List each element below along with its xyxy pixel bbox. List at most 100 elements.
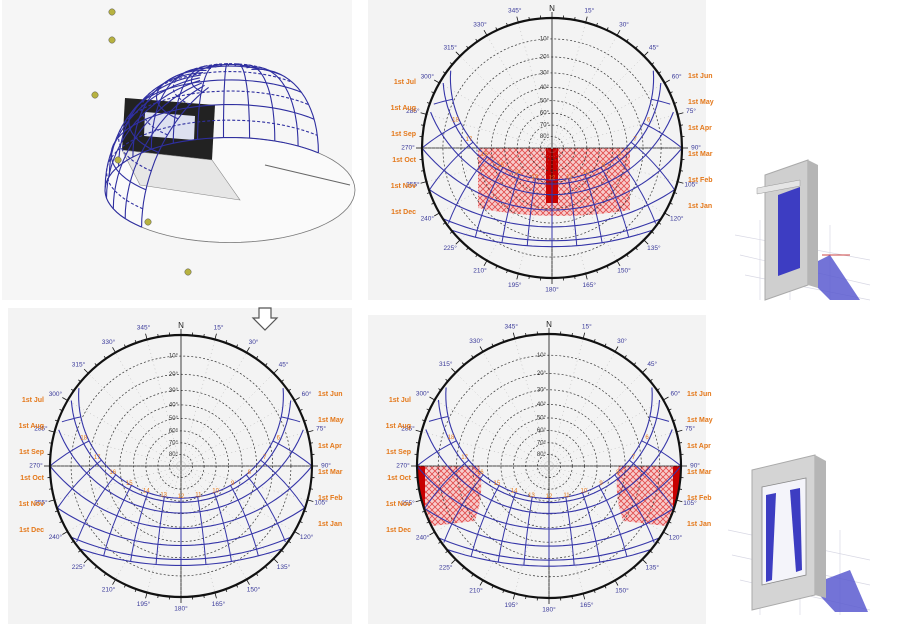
- hour-label: 17: [94, 455, 101, 461]
- azimuth-label: 75°: [686, 107, 696, 115]
- hour-label: 13: [528, 493, 535, 499]
- hour-label: 10: [581, 489, 588, 495]
- azimuth-label: 15°: [214, 324, 224, 332]
- altitude-label: 10°: [537, 353, 547, 359]
- azimuth-label: 195°: [137, 600, 151, 608]
- azimuth-label: 60°: [671, 390, 681, 398]
- horizon-tick: [310, 443, 313, 444]
- horizon-tick: [416, 489, 419, 490]
- hour-label: 16: [481, 152, 488, 158]
- azimuth-label: 330°: [469, 337, 483, 345]
- month-label: 1st May: [318, 417, 344, 424]
- azimuth-label: 75°: [316, 425, 326, 433]
- azimuth-label: 210°: [469, 586, 483, 594]
- altitude-label: 20°: [537, 371, 547, 377]
- month-label: 1st Nov: [391, 183, 416, 190]
- hour-label: 12: [546, 494, 553, 500]
- sun-marker: [92, 92, 98, 98]
- horizon-tick: [529, 276, 530, 279]
- month-label: 1st Apr: [687, 443, 711, 450]
- azimuth-label: 300°: [421, 73, 435, 81]
- horizon-tick: [49, 443, 52, 444]
- altitude-label: 60°: [540, 111, 550, 117]
- horizon-tick: [680, 125, 683, 126]
- month-label: 1st Oct: [387, 475, 411, 482]
- month-label: 1st Aug: [391, 105, 416, 112]
- azimuth-label: 300°: [49, 390, 63, 398]
- azimuth-label: 195°: [508, 281, 522, 289]
- azimuth-label: 150°: [615, 586, 629, 594]
- altitude-label: 80°: [537, 452, 547, 458]
- month-label: 1st Sep: [386, 449, 411, 456]
- altitude-label: 20°: [169, 372, 179, 378]
- azimuth-label: 30°: [249, 338, 259, 346]
- azimuth-label: 45°: [647, 360, 657, 368]
- azimuth-label: 315°: [439, 360, 453, 368]
- azimuth-label: 270°: [29, 462, 43, 470]
- window-model-top: [735, 160, 870, 300]
- sun-marker: [109, 37, 115, 43]
- azimuth-label: 75°: [685, 424, 695, 432]
- hour-label: 13: [160, 493, 167, 499]
- azimuth-label: 180°: [174, 605, 188, 613]
- month-label: 1st Dec: [19, 527, 44, 534]
- azimuth-label: 135°: [277, 563, 291, 571]
- azimuth-label: 60°: [672, 73, 682, 81]
- azimuth-label: 330°: [102, 338, 116, 346]
- altitude-label: 70°: [169, 440, 179, 446]
- horizon-tick: [679, 489, 682, 490]
- month-label: 1st Dec: [386, 527, 411, 534]
- azimuth-label: 15°: [582, 323, 592, 331]
- horizon-tick: [49, 489, 52, 490]
- azimuth-label: 120°: [670, 215, 684, 223]
- month-label: 1st Jan: [687, 521, 711, 528]
- sun-marker: [145, 219, 151, 225]
- month-label: 1st Jun: [687, 391, 712, 398]
- azimuth-label: 225°: [443, 244, 457, 252]
- horizon-tick: [158, 334, 159, 337]
- window-model-bottom: [728, 455, 870, 615]
- hour-label: 15: [497, 163, 504, 169]
- horizon-tick: [204, 334, 205, 337]
- azimuth-label: 300°: [416, 390, 430, 398]
- hour-label: 11: [566, 174, 573, 180]
- horizon-tick: [679, 443, 682, 444]
- horizon-tick: [575, 276, 576, 279]
- altitude-label: 40°: [537, 402, 547, 408]
- altitude-label: 60°: [169, 428, 179, 434]
- hour-label: 15: [494, 481, 501, 487]
- hour-label: 13: [531, 174, 538, 180]
- azimuth-label: 60°: [302, 390, 312, 398]
- figure: N15°30°45°60°75°90°105°120°135°150°165°1…: [0, 0, 897, 626]
- horizon-tick: [529, 17, 530, 20]
- altitude-label: 40°: [540, 85, 550, 91]
- altitude-label: 70°: [540, 123, 550, 129]
- azimuth-label: 180°: [545, 286, 559, 294]
- altitude-label: 80°: [540, 134, 550, 140]
- month-label: 1st Sep: [19, 449, 44, 456]
- month-label: 1st Jul: [394, 79, 416, 86]
- hour-label: 18: [80, 435, 87, 441]
- horizon-tick: [680, 171, 683, 172]
- month-label: 1st Aug: [19, 423, 44, 430]
- hour-label: 12: [549, 176, 556, 182]
- azimuth-label: 240°: [421, 215, 435, 223]
- sun-marker: [185, 269, 191, 275]
- altitude-label: 20°: [540, 55, 550, 61]
- azimuth-label: 30°: [617, 337, 627, 345]
- azimuth-label: 195°: [504, 601, 518, 609]
- azimuth-label: 15°: [584, 7, 594, 15]
- horizon-tick: [572, 596, 573, 599]
- horizon-tick: [526, 333, 527, 336]
- hour-label: 16: [109, 470, 116, 476]
- azimuth-label: 345°: [137, 324, 151, 332]
- month-label: 1st Jan: [688, 203, 712, 210]
- azimuth-label: 120°: [300, 533, 314, 541]
- azimuth-label: 165°: [580, 601, 594, 609]
- azimuth-label: 240°: [416, 534, 430, 542]
- azimuth-label: 225°: [72, 563, 86, 571]
- horizon-tick: [158, 595, 159, 598]
- month-label: 1st Nov: [19, 501, 44, 508]
- azimuth-label: 135°: [646, 564, 660, 572]
- altitude-label: 10°: [540, 36, 550, 42]
